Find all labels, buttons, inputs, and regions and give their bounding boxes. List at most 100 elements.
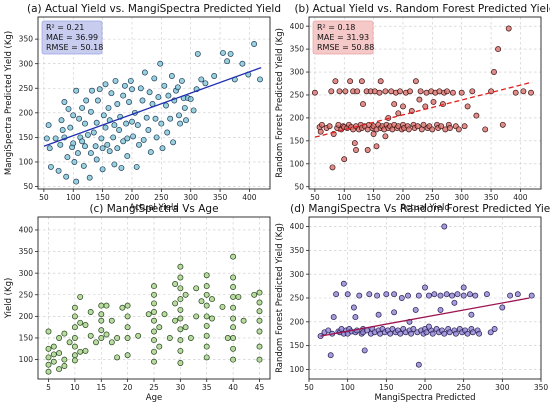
- data-point: [71, 352, 78, 359]
- y-tick-label: 50: [294, 182, 304, 191]
- data-point: [130, 133, 137, 140]
- data-point: [71, 304, 78, 311]
- data-point: [230, 324, 237, 331]
- data-point: [156, 343, 163, 350]
- data-point: [410, 326, 417, 332]
- data-point: [71, 335, 78, 341]
- data-point: [73, 178, 80, 185]
- data-point: [170, 139, 177, 146]
- data-point: [93, 156, 100, 163]
- data-point: [177, 360, 184, 366]
- data-point: [193, 285, 200, 292]
- data-point: [111, 122, 118, 129]
- data-point: [161, 311, 168, 318]
- data-point: [430, 98, 437, 105]
- data-point: [395, 110, 402, 117]
- data-point: [382, 88, 389, 95]
- data-point: [376, 89, 383, 96]
- data-point: [61, 356, 68, 363]
- data-point: [145, 127, 152, 133]
- data-point: [177, 120, 184, 127]
- data-point: [71, 343, 78, 350]
- data-point: [93, 119, 100, 126]
- data-point: [230, 274, 237, 281]
- data-point: [92, 143, 99, 150]
- data-point: [203, 322, 210, 329]
- data-point: [70, 112, 77, 119]
- data-point: [56, 350, 63, 357]
- data-point: [133, 163, 140, 170]
- x-tick-label: 30: [176, 383, 186, 392]
- data-point: [50, 343, 57, 350]
- data-point: [333, 291, 340, 298]
- stats-line-1: R² = 0.21: [46, 23, 84, 32]
- data-point: [120, 92, 127, 99]
- data-point: [382, 133, 389, 140]
- data-point: [124, 352, 131, 359]
- data-point: [124, 324, 131, 331]
- data-point: [110, 134, 117, 141]
- data-point: [172, 317, 179, 324]
- data-point: [407, 88, 413, 95]
- data-point: [193, 313, 200, 320]
- data-point: [408, 330, 415, 337]
- data-point: [391, 309, 398, 316]
- data-point: [415, 292, 422, 299]
- data-point: [58, 117, 65, 124]
- data-point: [211, 73, 218, 79]
- data-point: [203, 302, 210, 309]
- x-tick-label: 25: [149, 383, 159, 392]
- data-point: [412, 306, 419, 313]
- data-point: [209, 296, 215, 303]
- data-point: [56, 366, 63, 373]
- data-point: [111, 161, 118, 168]
- data-point: [89, 87, 95, 94]
- data-point: [178, 77, 185, 84]
- data-point: [438, 123, 445, 130]
- x-tick-label: 200: [418, 383, 433, 392]
- y-tick-label: 150: [19, 334, 34, 343]
- data-point: [425, 323, 432, 330]
- data-point: [454, 291, 461, 298]
- data-point: [43, 135, 50, 142]
- data-point: [230, 356, 237, 363]
- x-tick-label: 250: [154, 193, 169, 202]
- chart-panel-2: (b) Actual Yield vs. Random Forest Predi…: [275, 3, 550, 213]
- data-point: [129, 118, 135, 125]
- x-tick-label: 350: [213, 193, 228, 202]
- data-point: [483, 291, 490, 298]
- data-point: [139, 97, 146, 104]
- data-point: [353, 147, 359, 153]
- data-point: [76, 115, 83, 122]
- data-point: [311, 89, 318, 96]
- data-point: [108, 90, 115, 97]
- data-point: [512, 89, 519, 96]
- x-tick-label: 250: [457, 383, 472, 392]
- data-point: [151, 358, 157, 365]
- data-point: [256, 343, 263, 350]
- data-point: [370, 131, 377, 137]
- data-point: [55, 167, 62, 174]
- data-point: [326, 123, 333, 130]
- data-point: [123, 120, 130, 127]
- data-point: [414, 123, 421, 130]
- y-tick-label: 200: [290, 114, 305, 123]
- chart-panel-4: (d) MangiSpectra Vs Random Forest Predic…: [275, 203, 550, 403]
- data-point: [174, 84, 181, 91]
- data-point: [145, 311, 152, 318]
- data-point: [420, 121, 427, 128]
- data-point: [59, 127, 66, 133]
- data-point: [151, 75, 158, 82]
- data-point: [499, 121, 506, 128]
- data-point: [82, 143, 88, 150]
- data-point: [364, 147, 371, 153]
- y-tick-label: 350: [19, 35, 34, 44]
- data-point: [114, 145, 121, 152]
- data-point: [71, 357, 78, 364]
- data-point: [374, 292, 381, 299]
- data-point: [257, 76, 263, 83]
- data-point: [177, 285, 184, 292]
- data-point: [224, 335, 231, 341]
- data-point: [209, 315, 215, 322]
